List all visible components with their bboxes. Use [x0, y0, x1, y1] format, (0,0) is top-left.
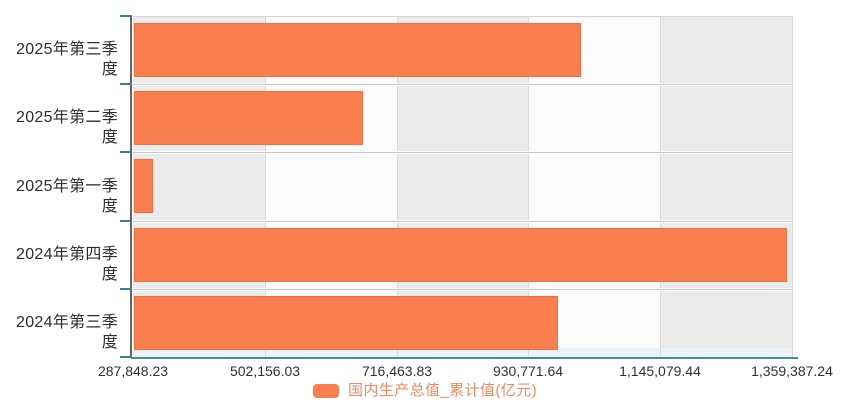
gdp-bar-2025年第一季度[interactable] — [134, 159, 153, 213]
x-axis-line — [131, 357, 798, 359]
vertical-gridline — [528, 16, 529, 357]
x-axis-tick-label: 930,771.64 — [492, 363, 564, 379]
y-axis-tick — [120, 151, 132, 153]
plot-area — [133, 16, 793, 357]
vertical-gridline — [660, 16, 661, 357]
y-axis-label: 2024年第四季度 — [16, 246, 118, 283]
gdp-bar-2024年第四季度[interactable] — [134, 228, 787, 282]
plot-top-border — [133, 16, 792, 17]
y-axis-tick — [120, 356, 132, 358]
x-axis-tick-label: 716,463.83 — [361, 363, 433, 379]
x-axis-tick-label: 287,848.23 — [97, 363, 169, 379]
gdp-bar-2024年第三季度[interactable] — [134, 296, 558, 350]
y-axis-label: 2025年第三季度 — [16, 41, 118, 78]
horizontal-gridline — [133, 221, 792, 222]
x-axis-tick-label: 1,145,079.44 — [619, 363, 701, 379]
vertical-gridline — [792, 16, 793, 357]
y-axis-line — [130, 15, 132, 358]
y-axis-label: 2024年第三季度 — [16, 314, 118, 351]
y-axis-label: 2025年第二季度 — [16, 109, 118, 146]
gdp-bar-2025年第三季度[interactable] — [134, 23, 581, 77]
y-axis-tick — [120, 288, 132, 290]
y-axis-tick — [120, 83, 132, 85]
horizontal-gridline — [133, 152, 792, 153]
vertical-gridline — [265, 16, 266, 357]
legend-label: 国内生产总值_累计值(亿元) — [348, 382, 537, 399]
vertical-gridline — [397, 16, 398, 357]
y-axis-label: 2025年第一季度 — [16, 178, 118, 215]
legend-item[interactable]: 国内生产总值_累计值(亿元) — [0, 382, 850, 400]
plot-background-band — [660, 16, 792, 357]
horizontal-gridline — [133, 84, 792, 85]
x-axis-tick-label: 1,359,387.24 — [751, 363, 833, 379]
legend-swatch-icon — [313, 384, 340, 398]
y-axis-tick — [120, 15, 132, 17]
horizontal-gridline — [133, 289, 792, 290]
x-axis-tick-label: 502,156.03 — [229, 363, 301, 379]
gdp-bar-2025年第二季度[interactable] — [134, 91, 363, 145]
y-axis-tick — [120, 220, 132, 222]
axis-baseline-strip — [133, 348, 792, 357]
